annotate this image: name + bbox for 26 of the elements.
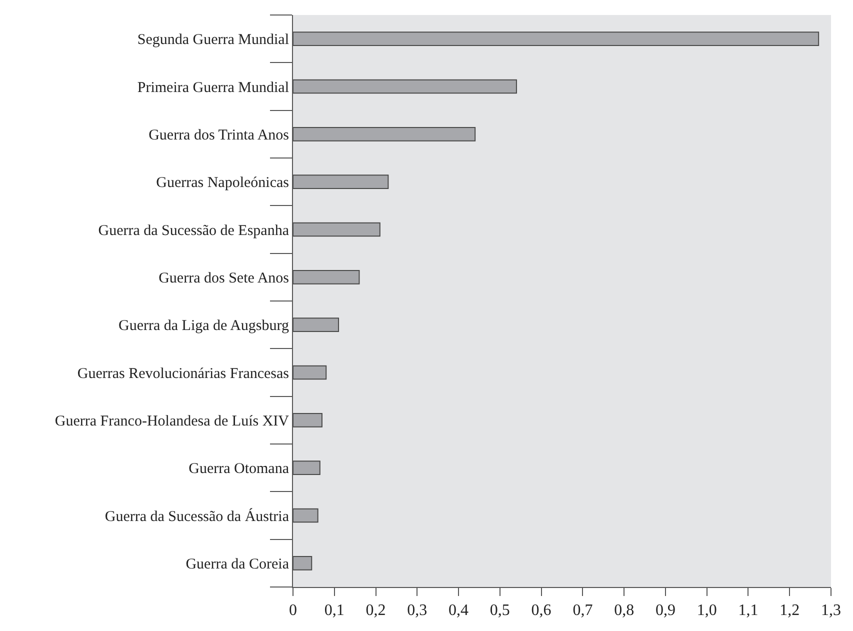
x-tick-label: 0,4 bbox=[448, 602, 469, 620]
y-tick-label: Guerra da Sucessão de Espanha bbox=[98, 222, 290, 239]
x-tick-label: 0,7 bbox=[572, 602, 593, 620]
x-tick-label: 0,6 bbox=[531, 602, 552, 620]
x-tick-label: 0,9 bbox=[655, 602, 676, 620]
x-tick-label: 1,0 bbox=[696, 602, 717, 620]
y-tick-label: Guerras Napoleónicas bbox=[156, 175, 290, 192]
y-tick-label: Guerra dos Trinta Anos bbox=[148, 127, 290, 144]
y-tick-label: Guerra da Sucessão da Áustria bbox=[104, 508, 290, 525]
x-tick-label: 1,2 bbox=[780, 602, 800, 620]
y-tick-label: Guerra Franco-Holandesa de Luís XIV bbox=[54, 413, 290, 430]
x-tick-label: 0,1 bbox=[324, 602, 344, 620]
y-tick-label: Guerra dos Sete Anos bbox=[158, 270, 290, 286]
y-tick-label: Guerra Otomana bbox=[188, 461, 290, 478]
y-tick-label: Segunda Guerra Mundial bbox=[137, 32, 289, 48]
x-tick-label: 0 bbox=[289, 602, 297, 620]
y-tick-label: Guerras Revolucionárias Francesas bbox=[77, 366, 290, 382]
x-tick-label: 1,3 bbox=[821, 602, 841, 620]
x-tick-label: 1,1 bbox=[738, 602, 758, 620]
y-tick-label: Guerra da Liga de Augsburg bbox=[118, 318, 290, 334]
y-tick-label: Primeira Guerra Mundial bbox=[137, 80, 289, 96]
x-tick-label: 0,5 bbox=[490, 602, 510, 620]
x-tick-label: 0,8 bbox=[614, 602, 634, 620]
x-tick-label: 0,3 bbox=[407, 602, 428, 620]
x-tick-label: 0,2 bbox=[366, 602, 386, 620]
y-tick-label: Guerra da Coreia bbox=[186, 556, 290, 572]
